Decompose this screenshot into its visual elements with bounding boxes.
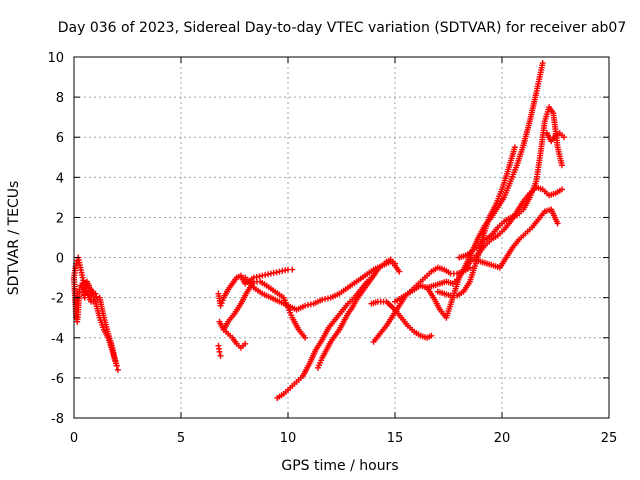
data-series <box>462 184 565 271</box>
y-axis-ticks: -8 -6 -4 -2 0 2 4 6 8 10 <box>47 51 609 427</box>
gridlines <box>74 57 609 418</box>
y-tick-label: -8 <box>51 412 64 427</box>
y-tick-label: 0 <box>56 252 64 267</box>
chart-title: Day 036 of 2023, Sidereal Day-to-day VTE… <box>58 20 627 36</box>
x-tick-label: 0 <box>70 431 78 446</box>
y-tick-label: 6 <box>56 131 64 146</box>
data-series <box>370 264 473 345</box>
data-series <box>424 60 546 291</box>
data-points <box>71 60 568 401</box>
x-axis-label: GPS time / hours <box>281 458 398 474</box>
data-series <box>314 256 398 371</box>
data-series <box>220 278 309 341</box>
x-tick-label: 5 <box>177 431 185 446</box>
x-tick-label: 15 <box>387 431 404 446</box>
data-series <box>215 266 296 309</box>
y-tick-label: 2 <box>56 211 64 226</box>
data-series <box>392 274 463 321</box>
data-series <box>471 206 561 271</box>
y-tick-label: 8 <box>56 91 64 106</box>
y-tick-label: -6 <box>51 372 64 387</box>
y-tick-label: -4 <box>51 332 64 347</box>
x-tick-label: 20 <box>494 431 511 446</box>
y-tick-label: -2 <box>51 292 64 307</box>
y-axis-label: SDTVAR / TECUs <box>6 181 22 296</box>
data-series <box>79 280 120 369</box>
data-series <box>215 342 224 359</box>
y-tick-label: 10 <box>47 51 64 66</box>
y-tick-label: 4 <box>56 171 64 186</box>
data-series <box>368 298 435 341</box>
data-series <box>543 130 568 145</box>
plot-frame <box>73 56 610 419</box>
x-tick-label: 10 <box>280 431 297 446</box>
x-tick-label: 25 <box>601 431 618 446</box>
x-axis-ticks: 0 5 10 15 20 25 <box>70 57 617 446</box>
data-series <box>456 104 565 261</box>
